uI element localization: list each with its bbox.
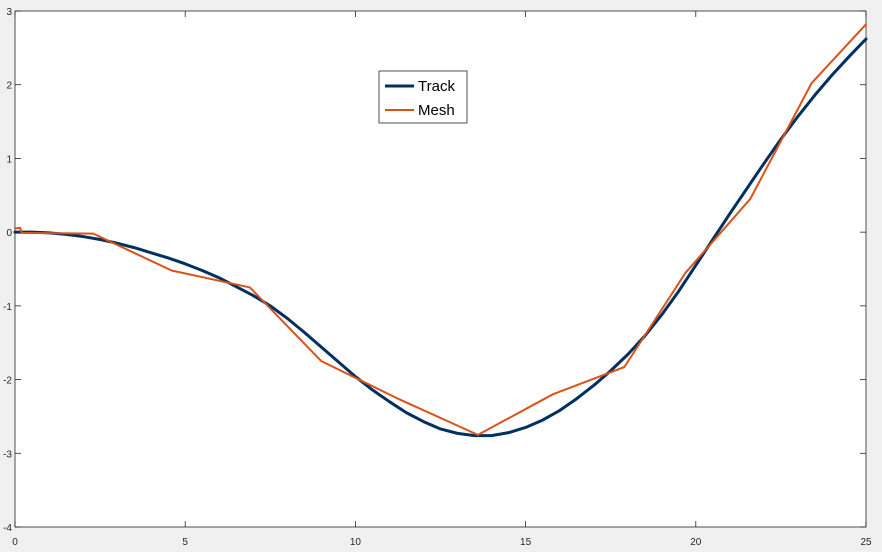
series-layer	[13, 23, 868, 438]
y-tick-label: -1	[3, 302, 12, 313]
y-tick-label: 2	[6, 81, 12, 92]
y-axis: -4 -3 -2 -1 0 1 2 3	[3, 7, 866, 534]
x-tick-label: 0	[12, 537, 18, 548]
x-tick-label: 15	[520, 537, 532, 548]
x-tick-label: 20	[690, 537, 702, 548]
legend-box	[378, 70, 468, 124]
legend-label-mesh: Mesh	[418, 102, 455, 119]
x-tick-label: 10	[350, 537, 362, 548]
y-tick-label: 3	[6, 7, 12, 18]
y-tick-label: 0	[6, 228, 12, 239]
x-axis: 0 5 10 15 20 25	[12, 11, 872, 548]
y-tick-label: -3	[3, 449, 12, 460]
y-tick-label: 1	[6, 154, 12, 165]
series-line-mesh	[14, 23, 867, 436]
x-tick-label: 5	[182, 537, 188, 548]
x-tick-label: 25	[860, 537, 872, 548]
y-tick-label: -4	[3, 523, 12, 534]
legend-label-track: Track	[418, 78, 455, 95]
legend: Track Mesh	[378, 70, 468, 124]
y-tick-label: -2	[3, 376, 12, 387]
series-line-track	[13, 37, 868, 438]
